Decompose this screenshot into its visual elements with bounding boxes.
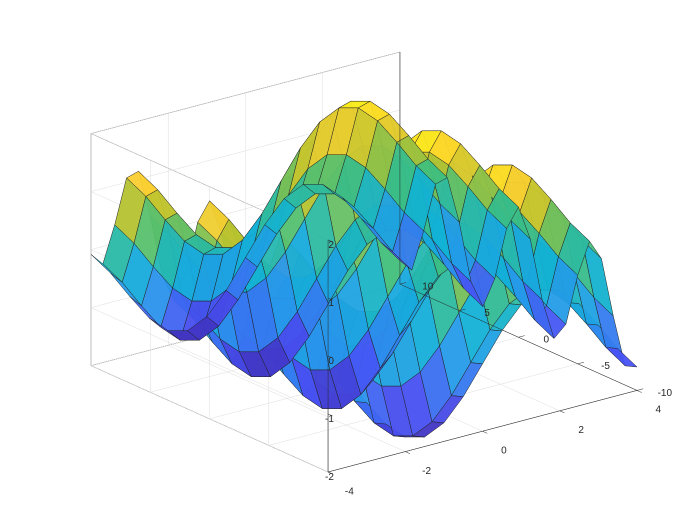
axis-tick-label: 4 [656, 405, 662, 416]
axis-tick-label: 0 [501, 446, 507, 457]
axis-tick-label: 2 [578, 425, 584, 436]
axis-tick-label: 2 [328, 240, 334, 251]
axis-tick-label: -2 [325, 472, 334, 483]
surface-mesh [91, 101, 637, 437]
axis-tick-label: 1 [328, 298, 334, 309]
axis-tick-label: 10 [422, 281, 434, 292]
axis-tick-label: 5 [484, 308, 490, 319]
axis-tick-label: 0 [328, 356, 334, 367]
surface-plot-3d: -4-2024-10-50510-2-1012 [0, 0, 700, 525]
axis-tick-label: -4 [345, 486, 354, 497]
axis-tick-label: 0 [543, 335, 549, 346]
axis-tick-label: -5 [601, 361, 610, 372]
axis-tick-label: -2 [422, 466, 431, 477]
axis-tick-label: -1 [325, 414, 334, 425]
axis-tick-label: -10 [658, 388, 673, 399]
